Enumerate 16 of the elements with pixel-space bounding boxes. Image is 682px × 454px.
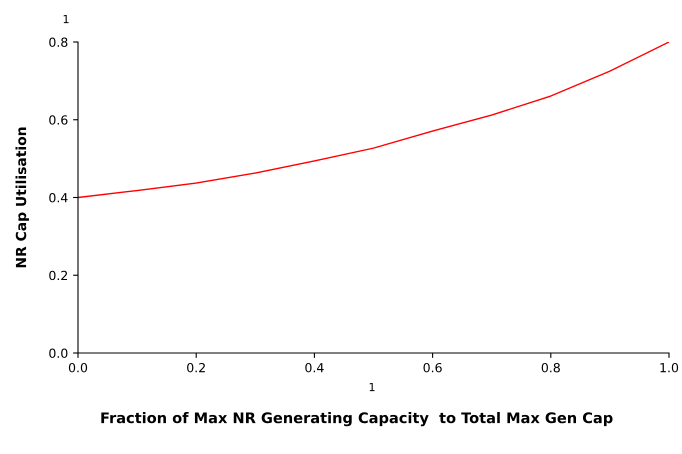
text: 1 [370, 382, 375, 392]
line-series [78, 42, 669, 198]
y-axis-title: NR Cap Utilisation [16, 128, 29, 268]
x-tick-label: 0.4 [305, 362, 324, 372]
y-tick-label: 0.6 [49, 115, 68, 125]
x-tick-label: 0.8 [542, 362, 560, 372]
y-tick-label: 0.8 [49, 37, 68, 47]
text: 1 [64, 14, 69, 24]
x-tick-label: 0.2 [187, 362, 205, 372]
y-tick-label: 0.0 [49, 348, 68, 358]
y-tick-label: 0.2 [49, 270, 68, 280]
x-tick-label: 0.0 [68, 362, 88, 372]
x-tick-label: 1.0 [660, 362, 678, 372]
x-axis-title: Fraction of Max NR Generating Capacity to Total Max Gen Cap [101, 412, 613, 426]
y-tick-label: 0.4 [49, 192, 68, 202]
x-tick-label: 0.6 [423, 362, 442, 372]
